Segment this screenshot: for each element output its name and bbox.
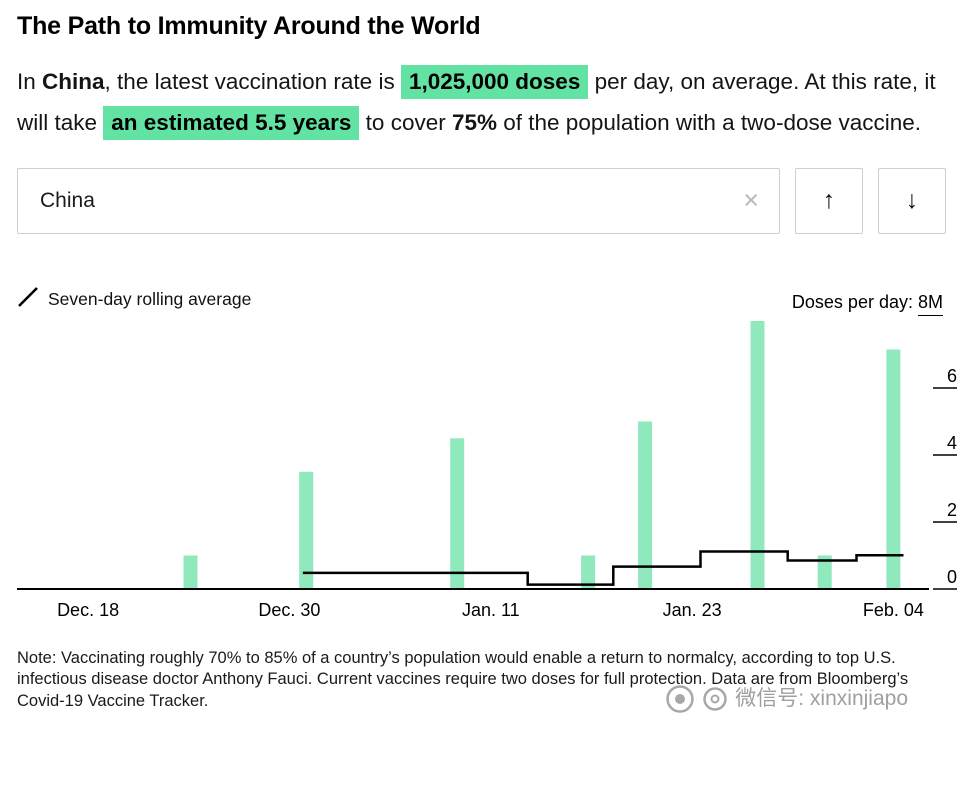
vaccination-chart-svg: 6 4 2 0 Dec. 18 Dec. 30 Jan. 11 Jan. 23 Feb. 04 (17, 320, 957, 620)
duration-highlight: an estimated 5.5 years (103, 106, 360, 141)
x-tick-label: Feb. 04 (863, 600, 924, 620)
y-axis-title: Doses per day: 8M (791, 291, 943, 316)
clear-icon[interactable]: × (739, 187, 763, 214)
summary-text-prefix: In (17, 69, 43, 94)
x-tick-label: Dec. 30 (258, 600, 320, 620)
summary-country: China (42, 69, 105, 94)
daily-doses-bar (581, 555, 596, 589)
country-search-input[interactable] (40, 188, 740, 213)
legend-label: Seven-day rolling average (48, 288, 252, 309)
watermark-ring-icon (703, 687, 728, 711)
y-tick-label: 6 (947, 366, 957, 386)
y-tick-label: 4 (947, 433, 957, 453)
y-axis-title-text: Doses per day: (791, 291, 913, 312)
vaccination-chart: 6 4 2 0 Dec. 18 Dec. 30 Jan. 11 Jan. 23 Feb. 04 (17, 317, 963, 630)
page-container: The Path to Immunity Around the World In… (17, 12, 957, 714)
rolling-average-line (302, 550, 904, 586)
daily-doses-bar (817, 555, 832, 589)
rolling-average-line-icon (17, 286, 39, 313)
x-tick-label: Jan. 23 (663, 600, 722, 620)
country-search-box[interactable]: × (17, 167, 780, 234)
y-tick-label: 2 (947, 500, 957, 520)
footnote-text: Note: Vaccinating roughly 70% to 85% of … (17, 648, 909, 710)
footnote: Note: Vaccinating roughly 70% to 85% of … (17, 648, 946, 714)
y-tick-label: 0 (947, 567, 957, 587)
summary-text-mid3: to cover (359, 110, 452, 136)
rate-highlight: 1,025,000 doses (400, 65, 589, 99)
summary-coverage: 75% (451, 110, 498, 136)
daily-doses-bar (750, 320, 765, 589)
next-country-button[interactable]: ↓ (878, 167, 946, 234)
summary-text-suffix: of the population with a two-dose vaccin… (497, 110, 922, 136)
chart-legend-row: Seven-day rolling average Doses per day:… (17, 286, 946, 316)
legend-rolling-average: Seven-day rolling average (17, 286, 251, 313)
previous-country-button[interactable]: ↑ (795, 167, 863, 234)
x-tick-label: Jan. 11 (462, 600, 520, 620)
page-title: The Path to Immunity Around the World (17, 12, 481, 40)
x-tick-label: Dec. 18 (57, 600, 119, 620)
y-axis-top-tick: 8M (917, 291, 943, 316)
daily-doses-bar (886, 349, 901, 589)
daily-doses-bar (183, 555, 198, 589)
daily-doses-bar (638, 421, 653, 589)
daily-doses-bar (450, 438, 465, 589)
country-selector-row: × ↑ ↓ (17, 167, 946, 234)
watermark-text: 微信号: xinxinjiapo (735, 687, 908, 711)
wechat-watermark: 微信号: xinxinjiapo (665, 684, 908, 714)
watermark-logo-icon (666, 685, 695, 713)
daily-doses-bar (299, 471, 314, 589)
summary-text-mid2: per day, on average. At this rate, it wi… (17, 69, 936, 136)
summary-paragraph: In China, the latest vaccination rate is… (17, 61, 946, 144)
summary-text-mid1: , the latest vaccination rate is (104, 69, 401, 94)
